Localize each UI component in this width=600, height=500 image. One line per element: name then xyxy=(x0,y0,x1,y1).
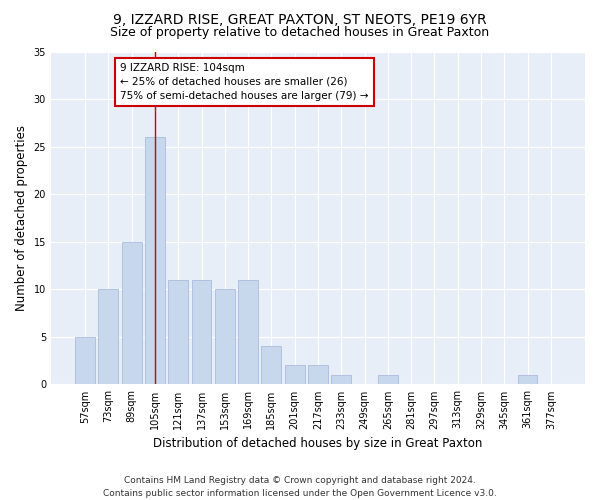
Bar xyxy=(331,375,351,384)
Y-axis label: Number of detached properties: Number of detached properties xyxy=(15,125,28,311)
Bar xyxy=(122,242,142,384)
Bar xyxy=(308,366,328,384)
Bar xyxy=(98,290,118,384)
Bar xyxy=(75,337,95,384)
Bar xyxy=(191,280,211,384)
Text: Size of property relative to detached houses in Great Paxton: Size of property relative to detached ho… xyxy=(110,26,490,39)
X-axis label: Distribution of detached houses by size in Great Paxton: Distribution of detached houses by size … xyxy=(153,437,482,450)
Bar xyxy=(518,375,538,384)
Text: 9, IZZARD RISE, GREAT PAXTON, ST NEOTS, PE19 6YR: 9, IZZARD RISE, GREAT PAXTON, ST NEOTS, … xyxy=(113,12,487,26)
Text: Contains HM Land Registry data © Crown copyright and database right 2024.
Contai: Contains HM Land Registry data © Crown c… xyxy=(103,476,497,498)
Bar xyxy=(285,366,305,384)
Bar xyxy=(262,346,281,385)
Bar xyxy=(215,290,235,384)
Text: 9 IZZARD RISE: 104sqm
← 25% of detached houses are smaller (26)
75% of semi-deta: 9 IZZARD RISE: 104sqm ← 25% of detached … xyxy=(120,63,368,101)
Bar xyxy=(145,137,165,384)
Bar xyxy=(238,280,258,384)
Bar xyxy=(378,375,398,384)
Bar xyxy=(169,280,188,384)
